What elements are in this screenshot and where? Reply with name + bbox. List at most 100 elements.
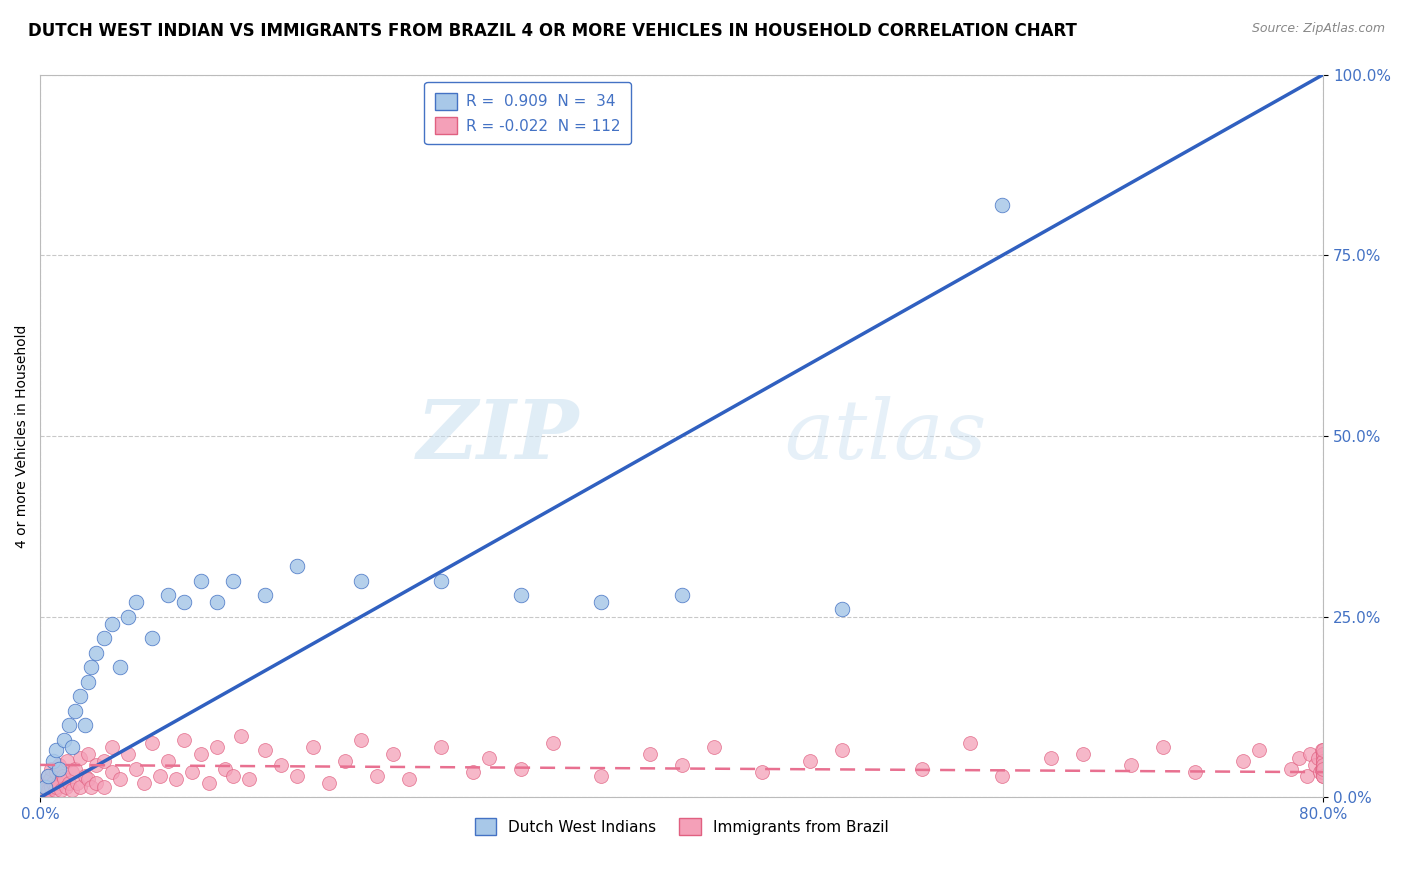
Point [543, 736, 565, 750]
Text: Source: ZipAtlas.com: Source: ZipAtlas.com [1251, 22, 1385, 36]
Point [93, 632, 115, 646]
Point [55, 780, 77, 794]
Point [45, 743, 67, 757]
Point [205, 739, 228, 754]
Point [80, 660, 103, 674]
Point [591, 595, 613, 609]
Point [41, 780, 63, 794]
Point [32, 780, 55, 794]
Point [77, 674, 100, 689]
Point [35, 787, 58, 801]
Point [38, 772, 60, 787]
Point [69, 690, 91, 704]
Point [48, 762, 70, 776]
Point [117, 609, 139, 624]
Point [1152, 739, 1174, 754]
Point [285, 769, 308, 783]
Point [77, 772, 100, 787]
Text: atlas: atlas [785, 396, 987, 476]
Point [49, 783, 72, 797]
Point [1312, 758, 1334, 772]
Point [141, 632, 163, 646]
Point [1249, 743, 1271, 757]
Point [510, 588, 533, 602]
Point [703, 739, 725, 754]
Point [42, 776, 65, 790]
Point [60, 739, 83, 754]
Point [270, 758, 292, 772]
Point [430, 574, 453, 588]
Point [1184, 765, 1206, 780]
Point [1279, 762, 1302, 776]
Point [1312, 769, 1334, 783]
Point [229, 729, 252, 743]
Point [1288, 750, 1310, 764]
Point [165, 772, 187, 787]
Point [751, 765, 773, 780]
Point [831, 743, 853, 757]
Point [350, 574, 373, 588]
Point [398, 772, 420, 787]
Point [101, 765, 124, 780]
Point [65, 704, 87, 718]
Point [37, 769, 59, 783]
Point [1310, 743, 1333, 757]
Point [37, 783, 59, 797]
Point [42, 754, 65, 768]
Point [671, 588, 693, 602]
Point [197, 776, 219, 790]
Point [173, 595, 195, 609]
Point [671, 758, 693, 772]
Point [84, 776, 107, 790]
Point [45, 780, 67, 794]
Point [318, 776, 340, 790]
Point [253, 588, 276, 602]
Point [1312, 765, 1334, 780]
Point [93, 780, 115, 794]
Point [991, 197, 1014, 211]
Point [66, 776, 89, 790]
Point [510, 762, 533, 776]
Point [60, 765, 83, 780]
Point [366, 769, 388, 783]
Point [301, 739, 323, 754]
Point [1312, 747, 1334, 761]
Point [53, 732, 76, 747]
Point [65, 762, 87, 776]
Point [1312, 762, 1334, 776]
Point [190, 574, 212, 588]
Point [1312, 750, 1334, 764]
Point [1308, 750, 1330, 764]
Point [181, 765, 204, 780]
Point [214, 762, 236, 776]
Point [56, 754, 79, 768]
Point [1312, 754, 1334, 768]
Point [333, 754, 356, 768]
Point [350, 732, 373, 747]
Point [80, 780, 103, 794]
Point [1303, 758, 1326, 772]
Point [1312, 743, 1334, 757]
Point [1312, 762, 1334, 776]
Point [238, 772, 260, 787]
Point [134, 776, 156, 790]
Point [53, 772, 76, 787]
Point [1312, 747, 1334, 761]
Point [799, 754, 821, 768]
Point [101, 739, 124, 754]
Point [1119, 758, 1142, 772]
Point [911, 762, 934, 776]
Point [34, 780, 56, 794]
Point [253, 743, 276, 757]
Point [831, 602, 853, 616]
Y-axis label: 4 or more Vehicles in Household: 4 or more Vehicles in Household [15, 325, 30, 548]
Point [125, 762, 148, 776]
Point [41, 762, 63, 776]
Point [430, 739, 453, 754]
Point [638, 747, 661, 761]
Point [101, 616, 124, 631]
Point [991, 769, 1014, 783]
Point [190, 747, 212, 761]
Point [149, 769, 172, 783]
Point [35, 781, 58, 796]
